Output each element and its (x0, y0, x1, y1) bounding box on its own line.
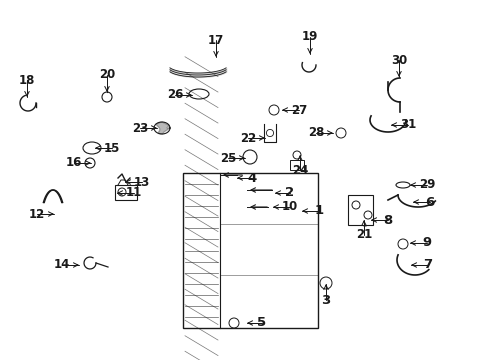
Text: 10: 10 (281, 201, 298, 213)
Text: 21: 21 (355, 229, 371, 242)
Text: 24: 24 (291, 163, 307, 176)
Text: 8: 8 (383, 213, 392, 226)
Text: 20: 20 (99, 68, 115, 81)
Text: 25: 25 (220, 152, 236, 165)
Text: 30: 30 (390, 54, 407, 67)
Bar (183, 173, 317, 328)
Text: 26: 26 (166, 89, 183, 102)
Text: 2: 2 (285, 186, 294, 199)
Text: 27: 27 (290, 104, 306, 117)
Text: 28: 28 (307, 126, 324, 139)
Text: 1: 1 (314, 204, 323, 217)
Polygon shape (156, 122, 170, 134)
Text: 5: 5 (257, 316, 266, 329)
Text: 15: 15 (103, 141, 120, 154)
Text: 29: 29 (418, 179, 434, 192)
Text: 3: 3 (321, 293, 330, 306)
Text: 4: 4 (247, 171, 256, 184)
Text: 6: 6 (425, 195, 434, 208)
Text: 23: 23 (132, 122, 148, 135)
Bar (115, 185, 137, 200)
Text: 31: 31 (399, 118, 415, 131)
Text: 18: 18 (19, 73, 35, 86)
Bar (289, 160, 304, 170)
Text: 14: 14 (54, 258, 70, 271)
Text: 17: 17 (207, 33, 224, 46)
Text: 9: 9 (422, 237, 431, 249)
Text: 11: 11 (125, 186, 142, 199)
Text: 22: 22 (240, 131, 256, 144)
Text: 19: 19 (301, 31, 318, 44)
Bar (347, 195, 372, 225)
Text: 7: 7 (423, 258, 432, 271)
Text: 12: 12 (29, 207, 45, 220)
Text: 16: 16 (66, 157, 82, 170)
Text: 13: 13 (134, 175, 150, 189)
